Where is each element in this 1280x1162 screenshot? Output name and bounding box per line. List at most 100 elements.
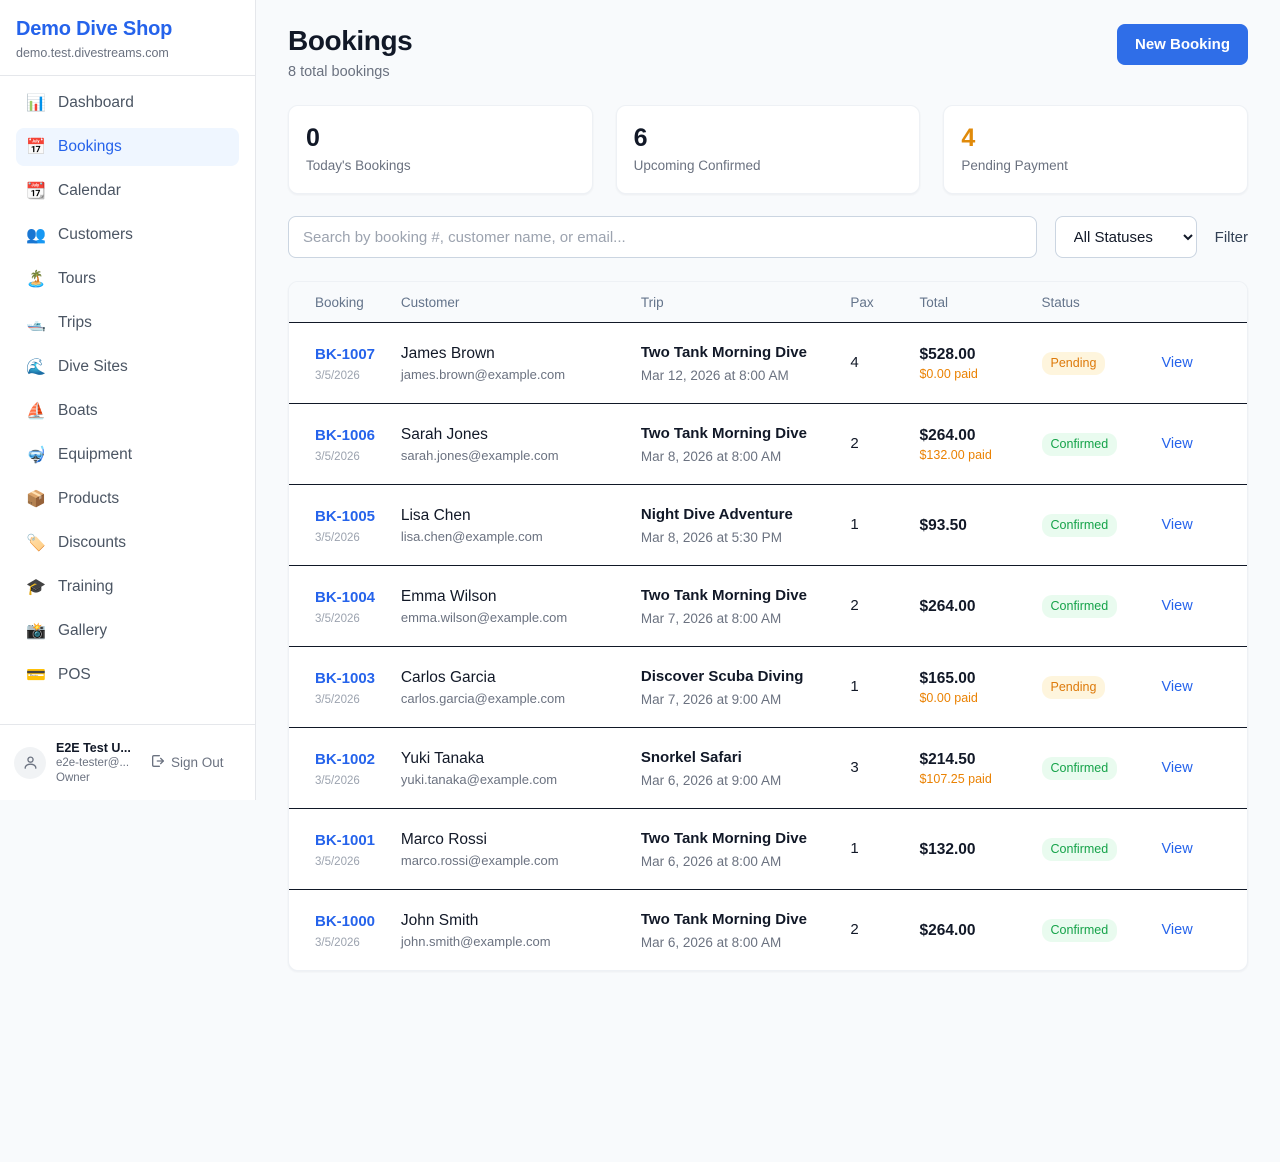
cell-status: Confirmed: [1041, 890, 1162, 971]
customer-email: yuki.tanaka@example.com: [400, 771, 558, 787]
trip-name: Two Tank Morning Dive: [640, 587, 807, 604]
cell-total: $214.50 $107.25 paid: [919, 727, 1042, 809]
sidebar-item-label: Trips: [58, 314, 92, 331]
calendar-17-icon: 📅: [26, 137, 46, 156]
sidebar-item-calendar[interactable]: 📆 Calendar: [16, 172, 239, 210]
sidebar-item-tours[interactable]: 🏝️ Tours: [16, 260, 239, 298]
sidebar-item-bookings[interactable]: 📅 Bookings: [16, 128, 239, 166]
view-link[interactable]: View: [1161, 760, 1193, 776]
sidebar-item-trips[interactable]: 🛥️ Trips: [16, 304, 239, 342]
cell-booking: BK-1005 3/5/2026: [289, 484, 401, 566]
sidebar-item-pos[interactable]: 💳 POS: [16, 656, 239, 694]
table-body: BK-1007 3/5/2026 James Brown james.brown@ex…: [289, 322, 1247, 971]
sidebar-item-dive-sites[interactable]: 🌊 Dive Sites: [16, 348, 239, 386]
page-header: Bookings 8 total bookings New Booking: [288, 24, 1248, 82]
col-booking: Booking: [289, 282, 401, 323]
status-badge: Confirmed: [1041, 594, 1118, 618]
booking-id-link[interactable]: BK-1005: [315, 507, 376, 525]
pax-count: 2: [850, 597, 859, 614]
sidebar-item-customers[interactable]: 👥 Customers: [16, 216, 239, 254]
sidebar-item-label: Boats: [58, 402, 98, 419]
view-link[interactable]: View: [1161, 517, 1193, 533]
booking-id-link[interactable]: BK-1006: [315, 426, 376, 444]
cell-trip: Two Tank Morning Dive Mar 12, 2026 at 8:0…: [640, 322, 851, 404]
booking-id-link[interactable]: BK-1000: [315, 912, 376, 930]
sign-out-button[interactable]: Sign Out: [150, 753, 224, 772]
cell-pax: 1: [850, 484, 920, 566]
cell-total: $165.00 $0.00 paid: [919, 646, 1042, 728]
customer-email: lisa.chen@example.com: [400, 528, 543, 544]
cell-trip: Night Dive Adventure Mar 8, 2026 at 5:30 …: [640, 484, 851, 566]
people-icon: 👥: [26, 225, 46, 244]
view-link[interactable]: View: [1161, 436, 1193, 452]
sidebar-item-products[interactable]: 📦 Products: [16, 480, 239, 518]
cell-total: $528.00 $0.00 paid: [919, 322, 1042, 404]
trip-datetime: Mar 7, 2026 at 9:00 AM: [640, 692, 782, 707]
col-total: Total: [919, 282, 1042, 323]
sidebar-item-equipment[interactable]: 🤿 Equipment: [16, 436, 239, 474]
total-amount: $264.00: [919, 426, 976, 444]
cell-trip: Two Tank Morning Dive Mar 7, 2026 at 8:00…: [640, 565, 851, 647]
stat-label: Pending Payment: [961, 158, 1068, 173]
sailboat-icon: ⛵: [26, 401, 46, 420]
table-row: BK-1003 3/5/2026 Carlos Garcia carlos.garci…: [289, 646, 1247, 728]
sidebar-item-training[interactable]: 🎓 Training: [16, 568, 239, 606]
cell-pax: 4: [850, 322, 920, 404]
booking-id-link[interactable]: BK-1004: [315, 588, 376, 606]
search-input[interactable]: [288, 216, 1037, 258]
booking-id-link[interactable]: BK-1007: [315, 345, 376, 363]
status-filter-select[interactable]: All StatusesPendingConfirmedCancelledCom…: [1054, 216, 1197, 258]
cell-actions: View: [1161, 484, 1247, 566]
brand-block[interactable]: Demo Dive Shop demo.test.divestreams.com: [0, 0, 255, 76]
view-link[interactable]: View: [1161, 841, 1193, 857]
booking-date: 3/5/2026: [315, 693, 360, 706]
booking-id-link[interactable]: BK-1001: [315, 831, 376, 849]
customer-email: emma.wilson@example.com: [400, 609, 568, 625]
table-header-row: Booking Customer Trip Pax Total Status: [289, 282, 1247, 323]
bar-chart-icon: 📊: [26, 93, 46, 112]
filter-button[interactable]: Filter: [1214, 228, 1248, 246]
stat-label: Upcoming Confirmed: [633, 158, 761, 173]
pax-count: 1: [850, 678, 859, 695]
customer-name: John Smith: [400, 911, 479, 929]
sidebar-item-dashboard[interactable]: 📊 Dashboard: [16, 84, 239, 122]
cell-total: $264.00: [919, 890, 1041, 971]
cell-status: Confirmed: [1041, 565, 1162, 647]
trip-name: Snorkel Safari: [640, 749, 742, 766]
pax-count: 3: [850, 759, 859, 776]
cell-actions: View: [1161, 322, 1247, 404]
view-link[interactable]: View: [1161, 598, 1193, 614]
sidebar-item-label: Products: [58, 490, 120, 507]
table-row: BK-1002 3/5/2026 Yuki Tanaka yuki.tanaka@ex…: [289, 727, 1247, 809]
view-link[interactable]: View: [1161, 922, 1193, 938]
cell-booking: BK-1003 3/5/2026: [289, 646, 401, 728]
sidebar-item-label: POS: [58, 666, 91, 683]
cell-pax: 2: [850, 403, 920, 485]
sidebar-item-boats[interactable]: ⛵ Boats: [16, 392, 239, 430]
page-subtitle: 8 total bookings: [288, 64, 390, 80]
brand-title: Demo Dive Shop: [16, 18, 173, 40]
page-heading-group: Bookings 8 total bookings: [288, 24, 413, 82]
view-link[interactable]: View: [1161, 679, 1193, 695]
table-row: BK-1000 3/5/2026 John Smith john.smith@exam…: [289, 890, 1247, 971]
booking-id-link[interactable]: BK-1003: [315, 669, 376, 687]
view-link[interactable]: View: [1161, 355, 1193, 371]
island-icon: 🏝️: [26, 269, 46, 288]
table-row: BK-1004 3/5/2026 Emma Wilson emma.wilson@ex…: [289, 565, 1247, 647]
customer-email: james.brown@example.com: [400, 366, 566, 382]
booking-id-link[interactable]: BK-1002: [315, 750, 376, 768]
sidebar-item-label: Equipment: [58, 446, 133, 463]
col-status: Status: [1041, 282, 1162, 323]
sidebar-item-discounts[interactable]: 🏷️ Discounts: [16, 524, 239, 562]
cell-actions: View: [1161, 808, 1247, 890]
cell-total: $132.00: [919, 808, 1042, 890]
trip-datetime: Mar 6, 2026 at 8:00 AM: [640, 935, 782, 950]
sidebar-item-gallery[interactable]: 📸 Gallery: [16, 612, 239, 650]
sign-out-label: Sign Out: [171, 755, 224, 770]
cell-status: Pending: [1041, 646, 1162, 728]
paid-amount: $0.00 paid: [919, 690, 978, 705]
cell-booking: BK-1007 3/5/2026: [289, 322, 401, 404]
cell-pax: 3: [850, 727, 920, 809]
new-booking-button[interactable]: New Booking: [1116, 24, 1248, 65]
